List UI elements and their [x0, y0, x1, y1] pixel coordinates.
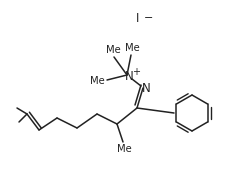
Text: N: N	[125, 71, 133, 84]
Text: Me: Me	[90, 76, 104, 86]
Text: −: −	[144, 13, 153, 23]
Text: Me: Me	[125, 43, 139, 53]
Text: I: I	[136, 11, 139, 25]
Text: Me: Me	[106, 45, 120, 55]
Text: N: N	[142, 83, 150, 95]
Text: Me: Me	[117, 144, 131, 154]
Text: +: +	[132, 67, 140, 77]
